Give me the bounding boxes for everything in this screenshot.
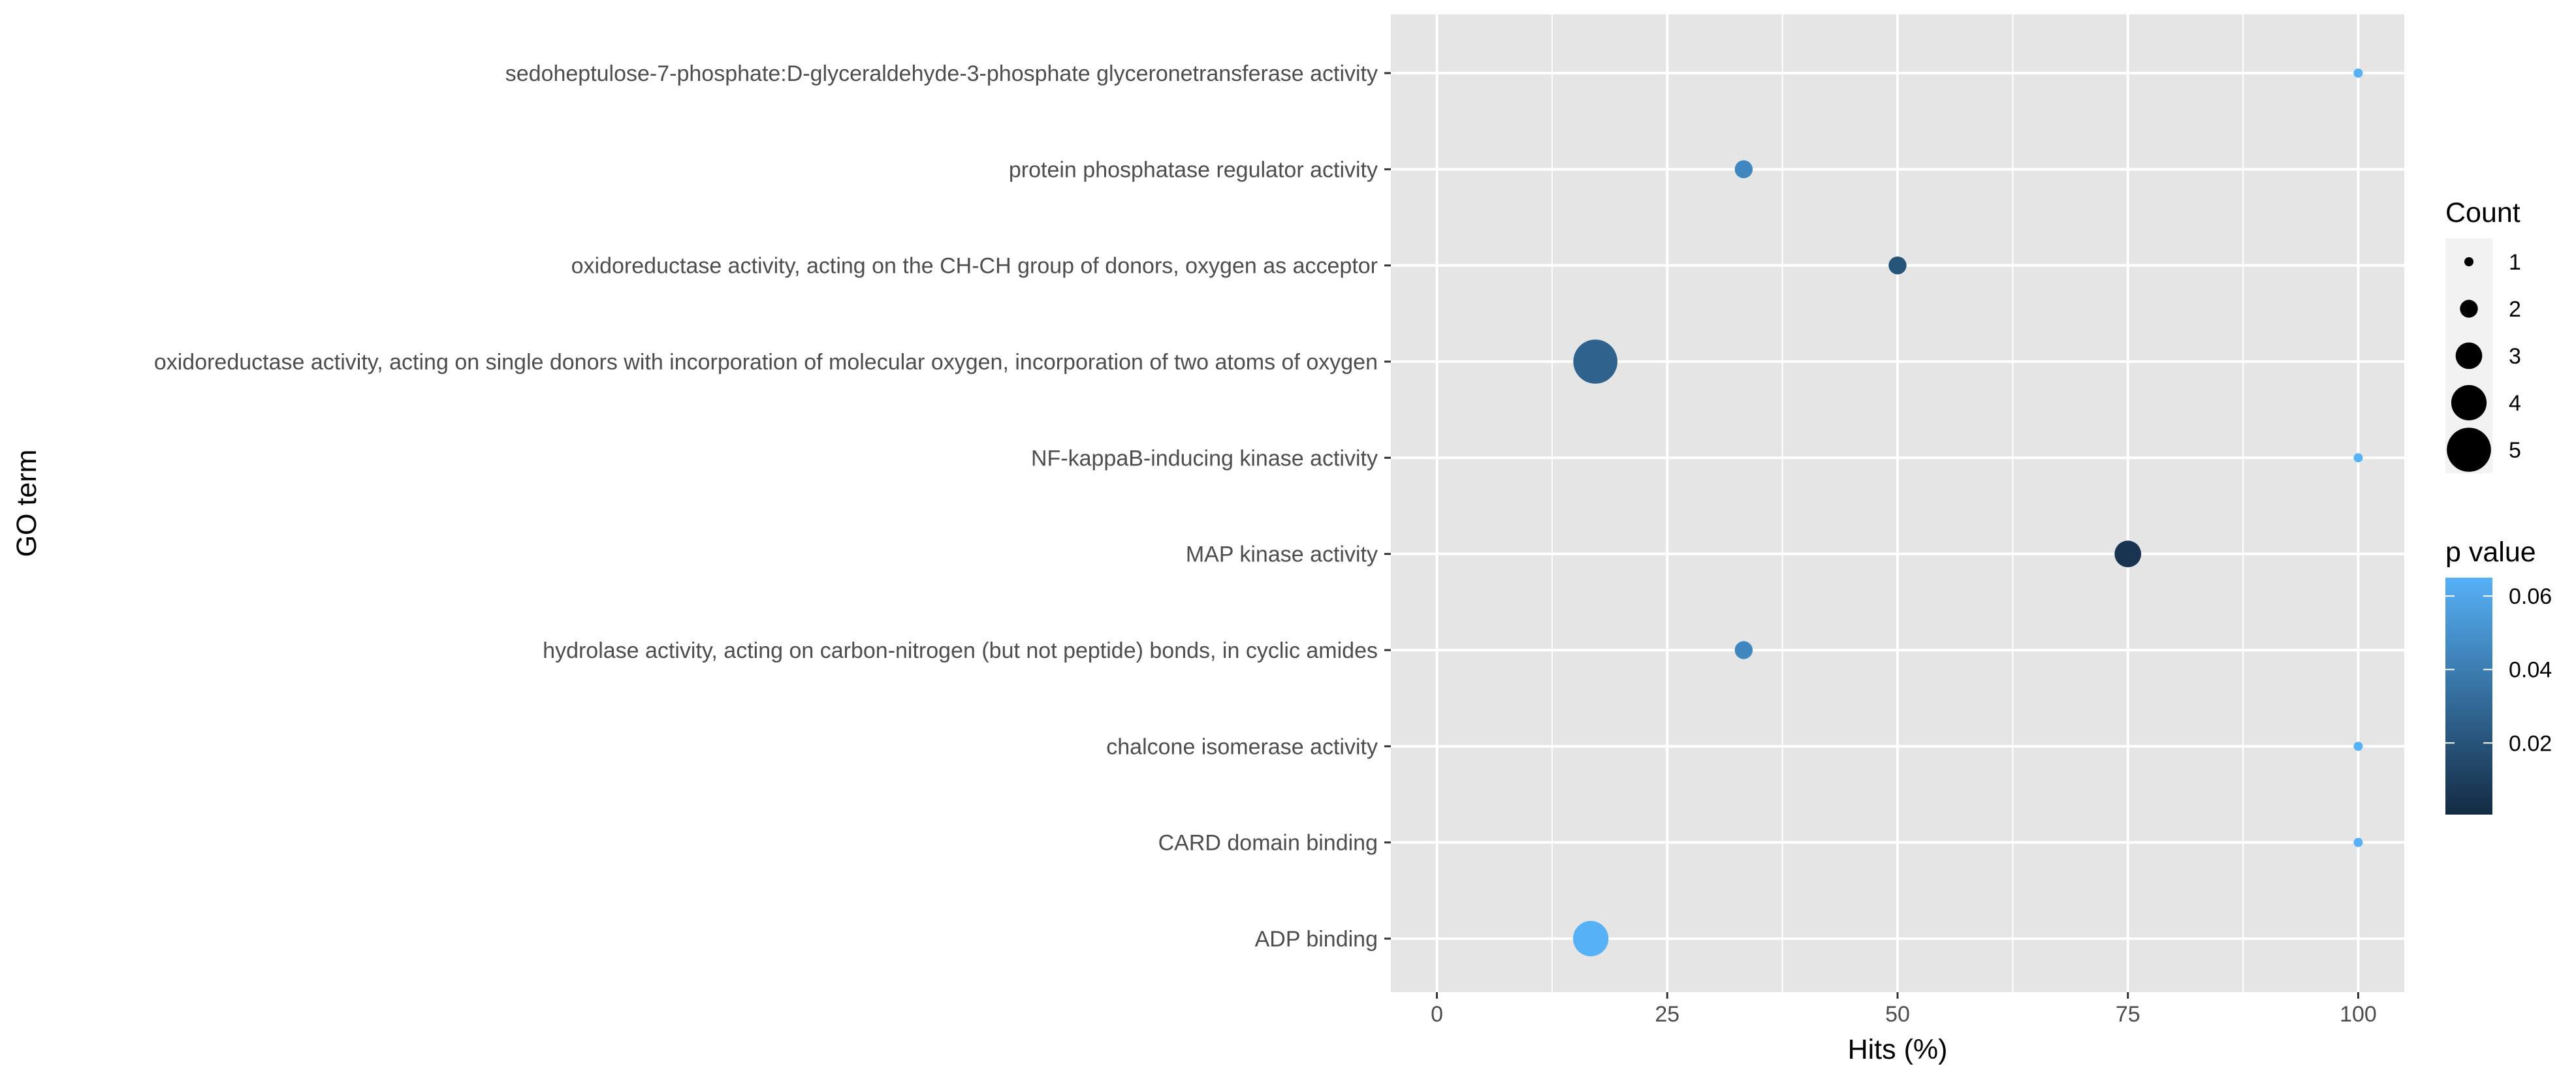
legend-size-dot	[2447, 428, 2491, 472]
data-point	[1573, 339, 1618, 384]
legend-size-label: 4	[2509, 391, 2521, 416]
grid-lines	[1391, 14, 2404, 992]
y-tick-label: sedoheptulose-7-phosphate:D-glyceraldehy…	[505, 61, 1378, 86]
y-tick-label: ADP binding	[1255, 927, 1378, 952]
x-tick-label: 100	[2340, 1002, 2377, 1027]
p-value-legend-ticks: 0.02 0.04 0.06	[2445, 584, 2552, 756]
count-legend-keys: 1 2 3 4 5	[2445, 238, 2521, 473]
y-tick-label: chalcone isomerase activity	[1106, 734, 1378, 759]
y-tick-label: CARD domain binding	[1158, 831, 1378, 856]
x-tick-label: 75	[2116, 1002, 2140, 1027]
data-point	[2114, 540, 2142, 568]
y-tick-label: NF-kappaB-inducing kinase activity	[1031, 446, 1378, 471]
legend: Count 1 2 3 4 5 p value 0.02 0.04 0.06	[2445, 197, 2552, 815]
data-point	[2353, 741, 2363, 751]
y-tick-label: MAP kinase activity	[1186, 542, 1378, 567]
legend-size-dot	[2464, 257, 2473, 266]
colorbar-tick-label: 0.02	[2509, 731, 2552, 756]
legend-size-label: 3	[2509, 344, 2521, 369]
legend-size-label: 5	[2509, 438, 2521, 463]
y-tick-label: protein phosphatase regulator activity	[1009, 157, 1378, 182]
data-point	[1573, 920, 1609, 957]
count-legend-title: Count	[2445, 197, 2520, 228]
y-tick-label: oxidoreductase activity, acting on singl…	[154, 350, 1378, 375]
colorbar-tick-label: 0.06	[2509, 584, 2552, 609]
legend-size-dot	[2451, 384, 2487, 421]
y-tick-label: hydrolase activity, acting on carbon-nit…	[543, 638, 1378, 663]
x-tick-label: 0	[1431, 1002, 1443, 1027]
y-axis-title: GO term	[11, 450, 42, 557]
p-value-legend-title: p value	[2445, 537, 2536, 568]
x-tick-label: 50	[1885, 1002, 1910, 1027]
legend-size-label: 2	[2509, 297, 2521, 322]
legend-size-dot	[2455, 342, 2483, 369]
y-axis: sedoheptulose-7-phosphate:D-glyceraldehy…	[154, 61, 1391, 952]
x-axis: 0 25 50 75 100	[1431, 992, 2377, 1027]
data-point	[2353, 69, 2363, 78]
data-point	[1888, 256, 1907, 275]
data-point	[1734, 160, 1753, 179]
y-tick-label: oxidoreductase activity, acting on the C…	[571, 254, 1378, 279]
p-value-colorbar	[2445, 578, 2492, 815]
data-points	[1573, 69, 2363, 957]
data-point	[2353, 837, 2363, 847]
x-axis-title: Hits (%)	[1848, 1034, 1948, 1065]
legend-size-label: 1	[2509, 250, 2521, 275]
legend-size-dot	[2460, 300, 2478, 318]
x-tick-label: 25	[1655, 1002, 1679, 1027]
colorbar-tick-label: 0.04	[2509, 658, 2552, 683]
data-point	[2353, 453, 2363, 463]
data-point	[1734, 641, 1753, 659]
